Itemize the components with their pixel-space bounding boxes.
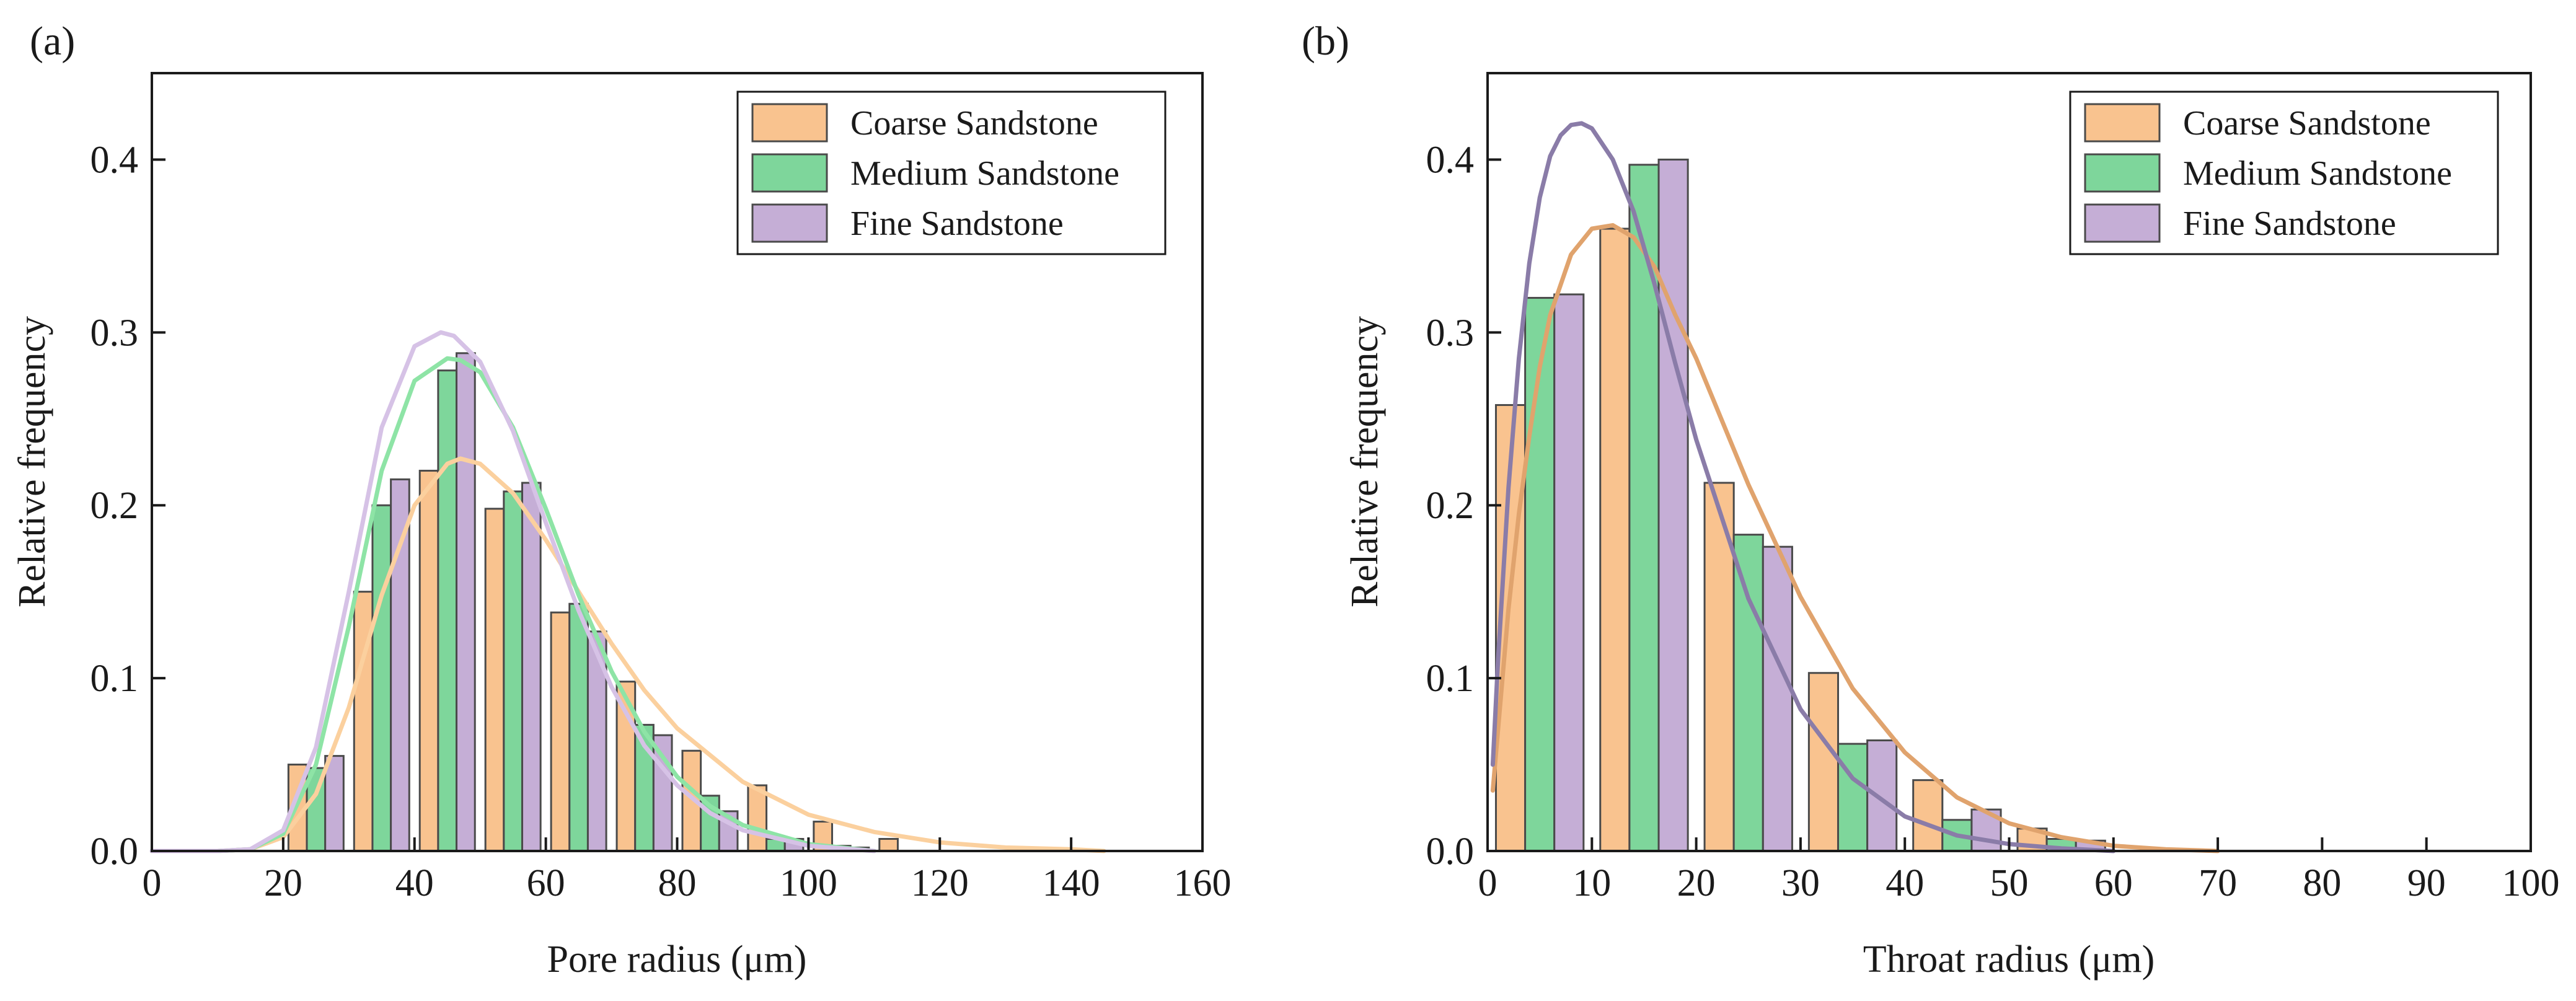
panel-a-legend-label-coarse: Coarse Sandstone: [850, 104, 1098, 143]
panel-a-bar-medium-sandstone-65: [568, 602, 589, 852]
panel-a-legend-label-medium: Medium Sandstone: [850, 154, 1119, 193]
panel-b-fit-curves: [1490, 121, 2220, 853]
panel-b-legend-swatch-fine: [2084, 203, 2161, 243]
panel-b-bar-coarse-sandstone-15: [1599, 227, 1631, 852]
panel-b-bar-fine-sandstone-15: [1657, 158, 1689, 852]
panel-a-x-tick-label: 60: [527, 862, 565, 904]
panel-b-x-tick-label: 10: [1573, 862, 1611, 904]
panel-a-plot-area: 0 20 40 60 80 100 120 140 160 0.0 0.1 0.2 0.3 0.4: [90, 72, 1232, 904]
panel-a-y-tick-label: 0.3: [90, 312, 139, 354]
panel-a-legend-label-fine: Fine Sandstone: [850, 205, 1064, 243]
panel-b-plot-area: 0 10 20 30 40 50 60 70 80 90 100 0.0 0.1 0.2 0.3 0.4: [1426, 72, 2560, 904]
panel-a-x-tick-label: 160: [1174, 862, 1232, 904]
panel-a-label: (a): [30, 19, 75, 64]
panel-a-y-axis-title: Relative frequency: [11, 316, 53, 607]
panel-a-legend-swatch-medium: [751, 153, 828, 193]
panel-a-y-tick-label: 0.0: [90, 831, 139, 873]
panel-a-bar-fine-sandstone-45: [456, 352, 476, 852]
panel-b-y-tick-label: 0.1: [1426, 658, 1475, 700]
panel-a-bar-coarse-sandstone-55: [484, 508, 505, 852]
panel-b-legend-label-medium: Medium Sandstone: [2183, 154, 2452, 193]
panel-a-y-tick-label: 0.1: [90, 658, 139, 700]
panel-b-x-tick-label: 30: [1781, 862, 1820, 904]
panel-a-x-tick-label: 100: [780, 862, 837, 904]
panel-b-y-tick-label: 0.0: [1426, 831, 1475, 873]
panel-a-bar-fine-sandstone-75: [652, 734, 673, 852]
panel-b-fine-sandstone-fit-curve: [1490, 121, 2116, 853]
panel-b-bars: [1494, 158, 2106, 852]
panel-b-legend-label-coarse: Coarse Sandstone: [2183, 104, 2431, 143]
panel-b-label: (b): [1302, 19, 1349, 64]
panel-b-x-tick-label: 0: [1478, 862, 1498, 904]
panel-a-x-axis-ticks: 0 20 40 60 80 100 120 140 160: [143, 837, 1232, 904]
panel-a-y-tick-label: 0.2: [90, 485, 139, 527]
panel-a-bar-fine-sandstone-35: [390, 478, 410, 852]
panel-b-x-axis-title: Throat radius (μm): [1863, 938, 2155, 981]
panel-b-x-tick-label: 90: [2407, 862, 2446, 904]
panel-a-medium-sandstone-fit-curve: [149, 356, 876, 853]
panel-a-bar-coarse-sandstone-65: [550, 611, 571, 852]
panel-b-x-tick-label: 100: [2502, 862, 2560, 904]
panel-b-bar-coarse-sandstone-35: [1807, 672, 1839, 852]
panel-b-bar-medium-sandstone-35: [1837, 743, 1869, 852]
panel-b-x-tick-label: 20: [1677, 862, 1716, 904]
panel-a-bar-medium-sandstone-45: [437, 369, 458, 852]
panel-a-bar-fine-sandstone-55: [521, 482, 542, 852]
panel-a-bar-medium-sandstone-35: [371, 504, 392, 852]
panel-b-y-axis-title: Relative frequency: [1344, 316, 1386, 607]
panel-a-fit-curves: [149, 330, 1106, 853]
panel-a-x-tick-label: 20: [264, 862, 302, 904]
panel-b-coarse-sandstone-fit-curve: [1490, 223, 2220, 853]
panel-b-x-tick-label: 70: [2199, 862, 2237, 904]
panel-b-bar-coarse-sandstone-45: [1912, 779, 1944, 852]
panel-a-x-tick-label: 140: [1043, 862, 1100, 904]
panel-b-legend: Coarse Sandstone Medium Sandstone Fine S…: [2069, 90, 2499, 255]
panel-b-x-tick-label: 80: [2303, 862, 2341, 904]
panel-b-y-tick-label: 0.2: [1426, 485, 1475, 527]
panel-a: (a) 0 20 40 60 80 100 120 140 160 0.00.10.20.30.…: [11, 19, 1232, 981]
panel-b-x-axis-ticks: 0 10 20 30 40 50 60 70 80 90 100: [1478, 837, 2560, 904]
panel-b-y-tick-label: 0.4: [1426, 139, 1475, 181]
panel-b-bar-medium-sandstone-25: [1732, 534, 1764, 852]
panel-a-x-tick-label: 40: [395, 862, 434, 904]
panel-a-bar-fine-sandstone-25: [324, 755, 345, 852]
panel-b-x-tick-label: 40: [1886, 862, 1924, 904]
panel-a-fine-sandstone-fit-curve: [149, 330, 876, 853]
panel-a-legend: Coarse Sandstone Medium Sandstone Fine S…: [736, 90, 1167, 255]
panel-a-x-tick-label: 0: [143, 862, 162, 904]
panel-b-legend-swatch-coarse: [2084, 103, 2161, 143]
panel-b-y-axis-ticks: 0.0 0.1 0.2 0.3 0.4: [1426, 139, 1501, 873]
panel-b-x-tick-label: 60: [2094, 862, 2133, 904]
panel-a-bar-coarse-sandstone-45: [418, 469, 439, 852]
panel-a-coarse-sandstone-fit-curve: [149, 456, 1106, 853]
panel-a-x-tick-label: 80: [658, 862, 697, 904]
panel-b-legend-swatch-medium: [2084, 153, 2161, 193]
panel-a-y-tick-label: 0.4: [90, 139, 139, 181]
panel-b-legend-label-fine: Fine Sandstone: [2183, 205, 2396, 243]
panel-a-bar-coarse-sandstone-115: [878, 837, 899, 852]
panel-b-y-tick-label: 0.3: [1426, 312, 1475, 354]
panel-a-x-tick-label: 120: [911, 862, 969, 904]
panel-a-x-axis-title: Pore radius (μm): [547, 938, 807, 981]
panel-b-bar-fine-sandstone-25: [1762, 545, 1793, 852]
panel-b-bar-fine-sandstone-35: [1866, 739, 1898, 852]
panel-a-bar-medium-sandstone-55: [503, 490, 523, 852]
panel-b: (b) 0 10 20 30 40 50 60 70 80 90 100 0.00.10.20.30…: [1302, 19, 2560, 981]
panel-a-y-axis-ticks: 0.0 0.1 0.2 0.3 0.4: [90, 139, 165, 873]
panel-b-x-tick-label: 50: [1990, 862, 2029, 904]
panel-a-legend-swatch-fine: [751, 203, 828, 243]
panel-a-legend-swatch-coarse: [751, 103, 828, 143]
panel-b-bar-fine-sandstone-5: [1553, 293, 1585, 852]
panel-a-bar-coarse-sandstone-95: [747, 784, 768, 852]
